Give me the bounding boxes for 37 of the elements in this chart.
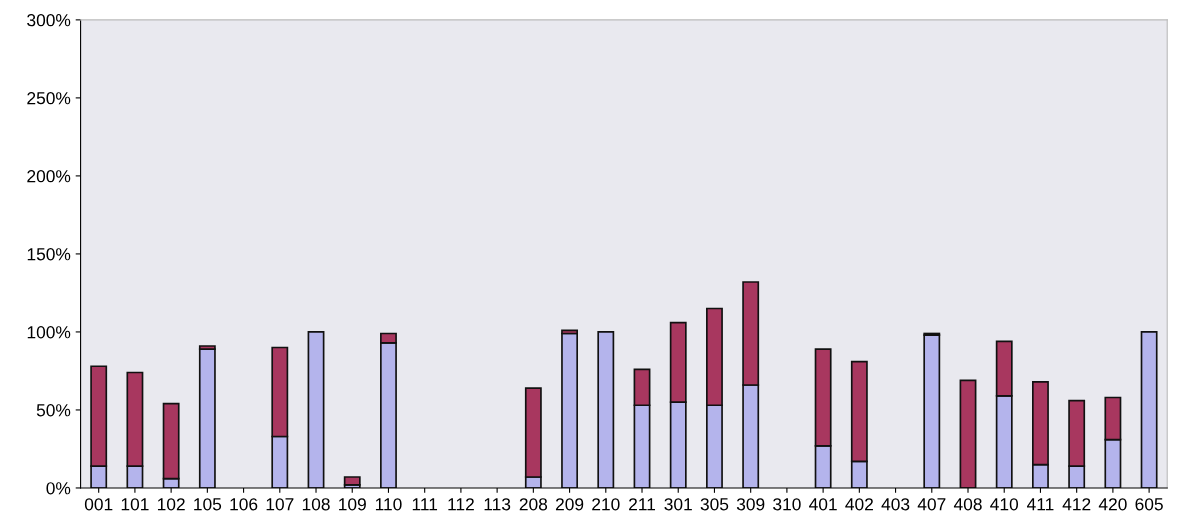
x-tick-label: 109 xyxy=(339,498,366,511)
x-tick-label: 401 xyxy=(809,498,837,511)
x-tick-label: 111 xyxy=(412,498,438,511)
x-tick-label: 407 xyxy=(917,498,946,511)
x-tick-label: 412 xyxy=(1062,498,1091,511)
y-tick-label: 250% xyxy=(27,92,71,105)
x-tick-label: 408 xyxy=(953,498,982,511)
y-tick-label: 300% xyxy=(27,14,71,27)
x-tick-label: 403 xyxy=(881,498,910,511)
x-tick-label: 309 xyxy=(736,498,765,511)
y-tick-label: 50% xyxy=(36,404,71,417)
x-tick-label: 101 xyxy=(121,498,149,511)
x-tick-label: 209 xyxy=(555,498,584,511)
x-tick-label: 108 xyxy=(302,498,330,511)
x-tick-label: 305 xyxy=(700,498,729,511)
x-tick-label: 410 xyxy=(990,498,1019,511)
x-tick-label: 402 xyxy=(845,498,873,511)
x-tick-label: 102 xyxy=(157,498,185,511)
x-tick-label: 110 xyxy=(375,498,402,511)
x-tick-label: 112 xyxy=(448,498,474,511)
y-tick-label: 200% xyxy=(27,170,71,183)
y-tick-label: 150% xyxy=(27,248,71,261)
x-tick-label: 211 xyxy=(629,498,656,511)
x-tick-label: 310 xyxy=(773,498,801,511)
x-tick-label: 105 xyxy=(194,498,222,511)
y-tick-label: 0% xyxy=(46,482,71,495)
x-tick-label: 605 xyxy=(1135,498,1163,511)
x-tick-label: 001 xyxy=(84,498,113,511)
x-tick-label: 411 xyxy=(1027,498,1054,511)
x-tick-label: 301 xyxy=(664,498,692,511)
x-tick-label: 208 xyxy=(519,498,548,511)
y-tick-label: 100% xyxy=(27,326,71,339)
x-tick-label: 420 xyxy=(1098,498,1127,511)
x-tick-label: 106 xyxy=(230,498,258,511)
x-tick-label: 107 xyxy=(266,498,294,511)
x-tick-label: 210 xyxy=(592,498,620,511)
x-tick-label: 113 xyxy=(484,498,511,511)
